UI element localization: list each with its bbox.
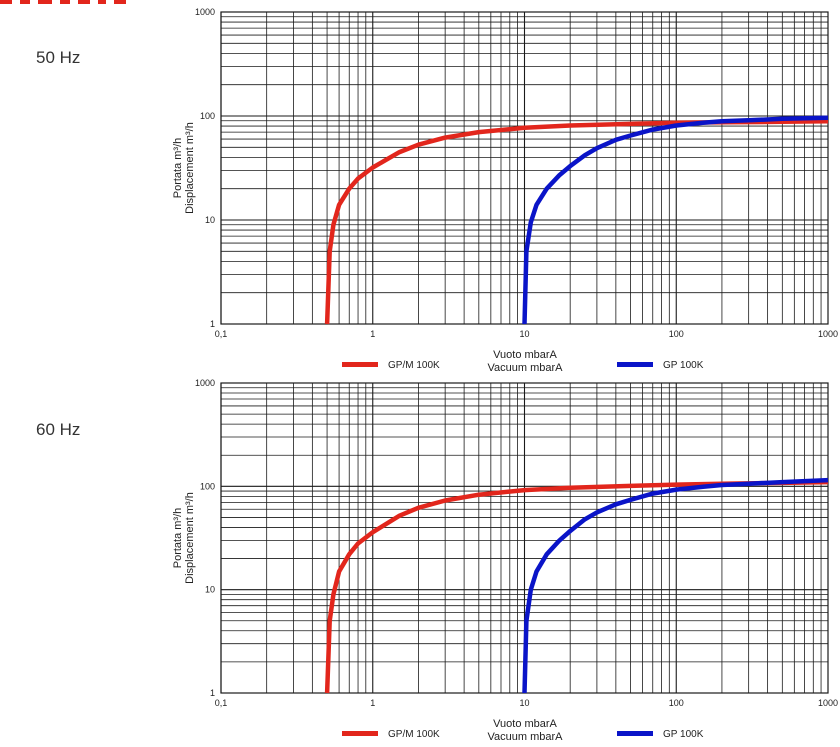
- legend-label: GP/M 100K: [388, 729, 440, 740]
- legend-label: GP/M 100K: [388, 360, 440, 371]
- legend-item: GP 100K: [617, 729, 704, 740]
- y-axis-label: Displacement m³/h: [184, 492, 196, 584]
- x-axis-label: Vuoto mbarA: [493, 349, 557, 361]
- y-tick-label: 10: [205, 215, 215, 225]
- y-tick-label: 1: [210, 688, 215, 698]
- frequency-label-50hz: 50 Hz: [36, 48, 81, 67]
- legend-swatch: [617, 362, 653, 367]
- x-axis-label: Vacuum mbarA: [488, 731, 564, 743]
- y-tick-label: 10: [205, 585, 215, 595]
- y-tick-label: 100: [200, 481, 215, 491]
- frequency-label-60hz: 60 Hz: [36, 420, 81, 439]
- x-tick-label: 10: [519, 698, 529, 708]
- x-tick-label: 1: [370, 329, 375, 339]
- x-tick-label: 100: [669, 698, 684, 708]
- x-axis-label: Vuoto mbarA: [493, 718, 557, 730]
- legend-label: GP 100K: [663, 360, 704, 371]
- series-line-gp-100k: [522, 477, 829, 694]
- legend-swatch: [617, 731, 653, 736]
- y-tick-label: 1000: [195, 7, 215, 17]
- x-axis-label: Vacuum mbarA: [488, 362, 564, 374]
- x-tick-label: 0,1: [215, 329, 228, 339]
- series-line-gp-100k: [522, 115, 829, 325]
- y-tick-label: 1: [210, 319, 215, 329]
- x-tick-label: 0,1: [215, 698, 228, 708]
- legend-item: GP/M 100K: [342, 360, 440, 371]
- y-axis-label: Portata m³/h: [172, 508, 184, 569]
- y-axis-label: Displacement m³/h: [184, 122, 196, 214]
- x-tick-label: 100: [669, 329, 684, 339]
- x-tick-label: 1: [370, 698, 375, 708]
- y-axis-label: Portata m³/h: [172, 138, 184, 199]
- y-tick-label: 100: [200, 111, 215, 121]
- x-tick-label: 1000: [818, 329, 838, 339]
- series-line-gpm-100k: [324, 479, 829, 694]
- legend-label: GP 100K: [663, 729, 704, 740]
- legend-swatch: [342, 362, 378, 367]
- y-tick-label: 1000: [195, 378, 215, 388]
- legend-swatch: [342, 731, 378, 736]
- legend-item: GP 100K: [617, 360, 704, 371]
- x-tick-label: 10: [519, 329, 529, 339]
- header-title-fragment: [0, 0, 126, 4]
- x-tick-label: 1000: [818, 698, 838, 708]
- grid: [220, 12, 828, 325]
- legend-item: GP/M 100K: [342, 729, 440, 740]
